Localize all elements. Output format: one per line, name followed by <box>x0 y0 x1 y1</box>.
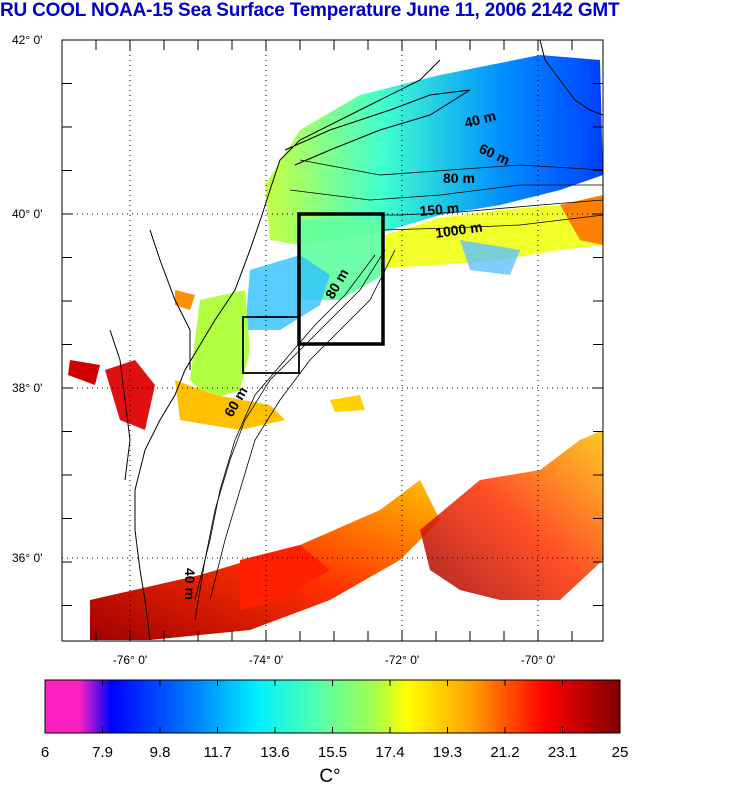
map-frame <box>61 39 604 642</box>
colorbar-tick-label: 13.6 <box>260 744 289 761</box>
colorbar-tick-label: 19.3 <box>433 744 462 761</box>
lat-label: 38° 0' <box>12 381 42 395</box>
colorbar-unit: C° <box>319 766 340 787</box>
lon-label: -72° 0' <box>385 653 419 667</box>
colorbar <box>44 679 621 734</box>
contour-label: 1000 m <box>434 219 483 241</box>
lat-label: 40° 0' <box>12 207 42 221</box>
colorbar-tick-label: 7.9 <box>92 744 113 761</box>
sst-data-layer <box>68 55 603 640</box>
colorbar-tick-label: 21.2 <box>490 744 519 761</box>
lon-label: -74° 0' <box>249 653 283 667</box>
colorbar-tick-label: 23.1 <box>548 744 577 761</box>
study-box-small <box>242 316 300 374</box>
contour-label: 40 m <box>463 107 498 131</box>
colorbar-tick-label: 9.8 <box>150 744 171 761</box>
lon-label: -76° 0' <box>113 653 147 667</box>
study-box-large <box>297 212 385 346</box>
lat-label: 42° 0' <box>12 33 42 47</box>
map-title: RU COOL NOAA-15 Sea Surface Temperature … <box>0 0 620 21</box>
contour-label: 40 m <box>182 568 198 600</box>
contour-label: 150 m <box>419 200 460 219</box>
lon-label: -70° 0' <box>521 653 555 667</box>
lat-label: 36° 0' <box>12 551 42 565</box>
colorbar-tick-label: 15.5 <box>318 744 347 761</box>
coastline <box>109 39 604 641</box>
axis-ticks <box>62 40 603 641</box>
colorbar-ticks: 6 7.9 9.8 11.7 13.6 15.5 17.4 19.3 21.2 23.1 25 <box>41 680 629 761</box>
colorbar-tick-label: 25 <box>612 744 629 761</box>
colorbar-tick-label: 17.4 <box>375 744 404 761</box>
colorbar-tick-label: 11.7 <box>203 744 231 761</box>
colorbar-tick-label: 6 <box>41 744 49 761</box>
contour-label: 80 m <box>443 170 475 186</box>
